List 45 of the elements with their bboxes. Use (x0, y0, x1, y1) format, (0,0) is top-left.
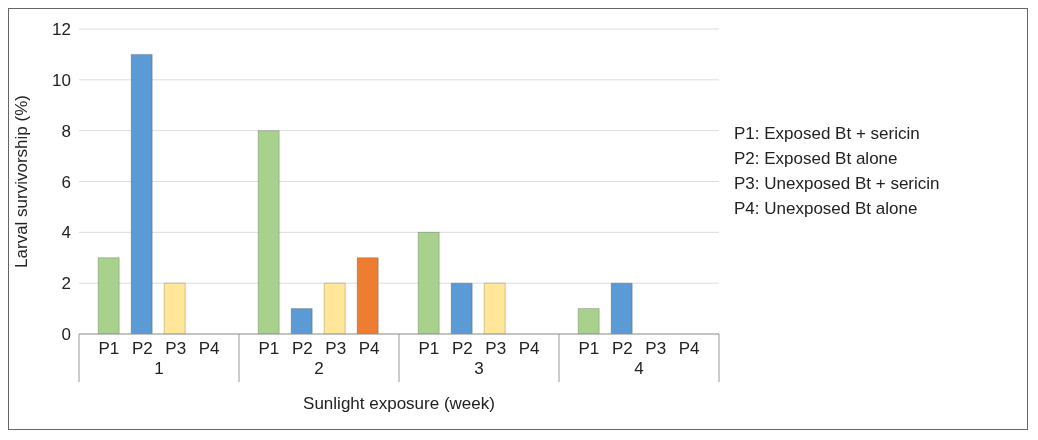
text: P3 (325, 339, 347, 358)
text: P4 (678, 339, 700, 358)
y-tick-label: 4 (61, 223, 71, 243)
series-label: P4 (358, 339, 380, 358)
y-tick-label: 0 (61, 325, 71, 345)
bar (257, 130, 280, 334)
y-tick-label: 12 (52, 20, 71, 40)
bar (323, 282, 346, 334)
bar (97, 257, 120, 334)
x-tick-label: 4 (634, 359, 644, 378)
text: P2 (291, 339, 313, 358)
text: P1 (258, 339, 280, 358)
x-tick-label: 1 (154, 359, 164, 378)
y-tick-label: 6 (61, 172, 71, 192)
y-tick-label: 8 (61, 121, 71, 141)
text: P2 (451, 339, 473, 358)
text: P4 (518, 339, 540, 358)
y-tick-label: 2 (61, 274, 71, 294)
text: P4: Unexposed Bt alone (734, 198, 919, 220)
series-label: P3 (165, 339, 187, 358)
y-tick-label: 10 (52, 70, 71, 90)
bar (610, 282, 633, 334)
bar (577, 308, 600, 334)
text: P3: Unexposed Bt + sericin (734, 173, 940, 195)
bar (130, 53, 153, 334)
y-axis-title: Larval survivorship (%) (12, 95, 32, 268)
bar (356, 257, 379, 334)
bar (290, 308, 313, 334)
text: P2 (611, 339, 633, 358)
text: P3 (485, 339, 507, 358)
series-label: P2 (131, 339, 153, 358)
bar (450, 282, 473, 334)
text: P3 (645, 339, 667, 358)
text: P1: Exposed Bt + sericin (734, 123, 921, 145)
x-axis-title: Sunlight exposure (week) (303, 394, 495, 413)
x-tick-label: 3 (474, 359, 484, 378)
text: P1 (418, 339, 440, 358)
text: P4 (198, 339, 220, 358)
bar (163, 282, 186, 334)
x-tick-label: 2 (314, 359, 324, 378)
bar (483, 282, 506, 334)
series-label: P1 (98, 339, 120, 358)
text: P1 (578, 339, 600, 358)
bar (417, 231, 440, 334)
text: P2: Exposed Bt alone (734, 148, 899, 170)
